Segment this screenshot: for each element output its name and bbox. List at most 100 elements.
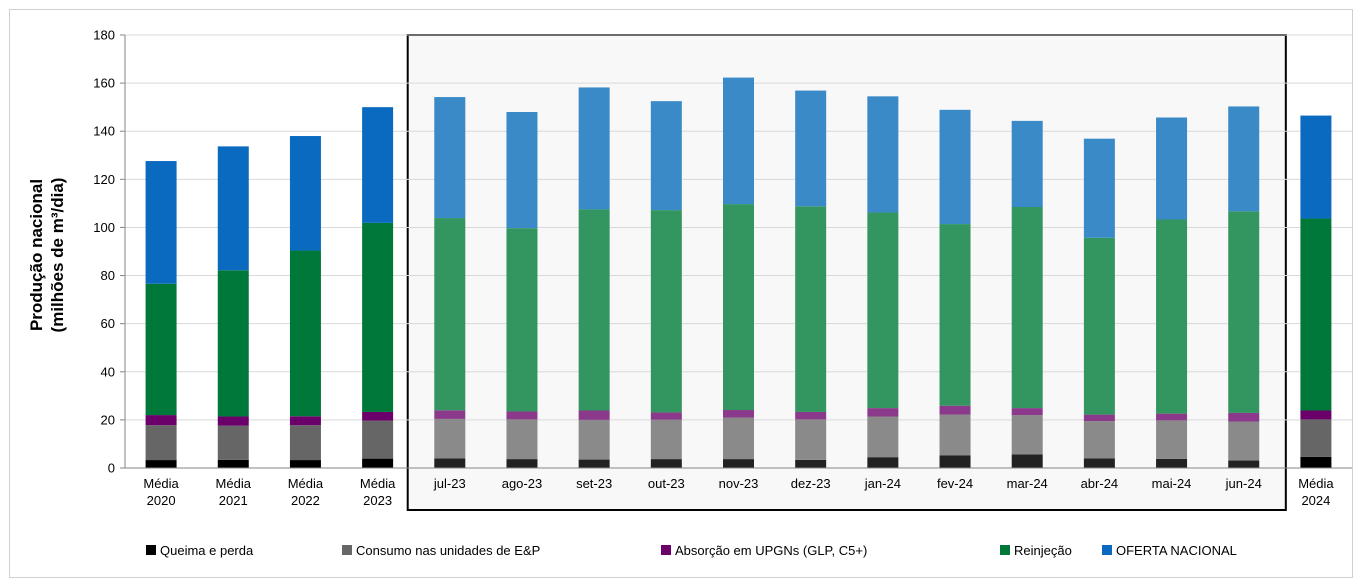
- chart-frame: [9, 9, 1353, 578]
- axis-layer: 0 20 40 60 80 100 120 140 160 180 Média 2020 Média 20…: [93, 28, 1352, 508]
- bar-stack: [939, 109, 971, 468]
- x-tick-label: Média 2020: [143, 476, 179, 508]
- bar-stack: [1156, 117, 1188, 468]
- bar-stack: [1300, 115, 1332, 468]
- bar-segment: [1156, 117, 1188, 220]
- bar-segment: [1300, 410, 1332, 420]
- bar-segment: [939, 109, 971, 225]
- bar-segment: [939, 405, 971, 415]
- bar-stack: [434, 97, 466, 468]
- bar-segment: [578, 419, 610, 460]
- x-tick-label: jul-23: [433, 476, 466, 491]
- bar-segment: [506, 459, 538, 468]
- bar-segment: [867, 96, 899, 213]
- bar-segment: [1011, 454, 1043, 468]
- bar-segment: [145, 460, 177, 468]
- bar-stack: [650, 101, 682, 468]
- legend-item: OFERTA NACIONAL: [1102, 543, 1237, 558]
- bar-segment: [650, 459, 682, 468]
- bar-segment: [723, 204, 754, 411]
- x-tick-label: mar-24: [1007, 476, 1048, 491]
- bar-segment: [145, 415, 177, 426]
- x-tick-label: set-23: [576, 476, 612, 491]
- bar-segment: [1228, 460, 1260, 468]
- legend-item: Consumo nas unidades de E&P: [342, 543, 540, 558]
- bar-segment: [1156, 413, 1188, 421]
- bar-segment: [1083, 458, 1115, 468]
- legend-label: OFERTA NACIONAL: [1116, 543, 1237, 558]
- legend-label: Consumo nas unidades de E&P: [356, 543, 540, 558]
- y-tick-label: 100: [93, 220, 115, 235]
- legend-label: Absorção em UPGNs (GLP, C5+): [675, 543, 867, 558]
- x-tick-label: jun-24: [1225, 476, 1262, 491]
- bar-segment: [289, 136, 321, 251]
- bar-segment: [578, 87, 610, 210]
- bar-segment: [867, 416, 899, 458]
- bar-stack: [1083, 138, 1115, 468]
- bar-segment: [217, 425, 249, 460]
- bar-segment: [217, 416, 249, 426]
- y-tick-label: 60: [101, 316, 115, 331]
- bar-segment: [506, 419, 538, 460]
- y-tick-label: 20: [101, 412, 115, 427]
- bar-segment: [867, 408, 899, 417]
- bar-segment: [1228, 412, 1260, 422]
- bar-segment: [1300, 456, 1332, 468]
- bar-segment: [217, 459, 249, 468]
- x-tick-label: jan-24: [864, 476, 901, 491]
- y-tick-label: 140: [93, 124, 115, 139]
- bar-segment: [795, 419, 827, 460]
- bar-segment: [145, 161, 177, 284]
- bar-stack: [578, 87, 610, 468]
- bar-segment: [723, 410, 754, 418]
- bar-segment: [1011, 206, 1043, 409]
- legend-item: Queima e perda: [146, 543, 254, 558]
- bar-segment: [434, 418, 466, 459]
- highlight-layer: [406, 34, 1287, 511]
- highlight-period-box: [406, 34, 1287, 511]
- bar-segment: [362, 458, 394, 468]
- x-tick-label: Média 2023: [360, 476, 396, 508]
- bars-layer: [145, 77, 1332, 468]
- bar-segment: [939, 414, 971, 456]
- bar-segment: [867, 212, 899, 409]
- bar-segment: [1300, 419, 1332, 457]
- legend-swatch: [342, 545, 352, 555]
- legend-item: Reinjeção: [1000, 543, 1072, 558]
- x-tick-label: dez-23: [791, 476, 831, 491]
- bar-segment: [1156, 458, 1188, 468]
- bar-segment: [795, 90, 827, 207]
- legend-item: Absorção em UPGNs (GLP, C5+): [661, 543, 867, 558]
- bar-segment: [795, 411, 827, 420]
- x-tick-label: nov-23: [719, 476, 759, 491]
- bar-stack: [867, 96, 899, 468]
- legend: Queima e perda Consumo nas unidades de E&…: [146, 543, 1237, 558]
- bar-segment: [1156, 420, 1188, 459]
- bar-segment: [1300, 115, 1332, 219]
- legend-swatch: [146, 545, 156, 555]
- bar-segment: [362, 107, 394, 223]
- bar-segment: [650, 101, 682, 211]
- y-axis-title: Produção nacional (milhões de m³/dia): [27, 178, 67, 333]
- x-tick-label: fev-24: [937, 476, 973, 491]
- bar-segment: [145, 283, 177, 416]
- x-tick-label: out-23: [648, 476, 685, 491]
- y-tick-label: 0: [108, 461, 115, 476]
- x-tick-label: ago-23: [502, 476, 542, 491]
- y-tick-label: 180: [93, 28, 115, 43]
- y-tick-label: 80: [101, 268, 115, 283]
- bar-segment: [723, 459, 754, 468]
- x-tick-label: abr-24: [1081, 476, 1119, 491]
- y-axis-title-line-1: Produção nacional: [27, 179, 46, 331]
- bar-segment: [578, 459, 610, 468]
- bar-segment: [1156, 219, 1188, 414]
- bar-segment: [795, 459, 827, 468]
- bar-segment: [434, 218, 466, 411]
- bar-segment: [1083, 237, 1115, 415]
- bar-segment: [145, 425, 177, 461]
- bar-segment: [434, 97, 466, 219]
- bar-segment: [362, 420, 394, 459]
- legend-label: Queima e perda: [160, 543, 254, 558]
- bar-stack: [145, 161, 177, 468]
